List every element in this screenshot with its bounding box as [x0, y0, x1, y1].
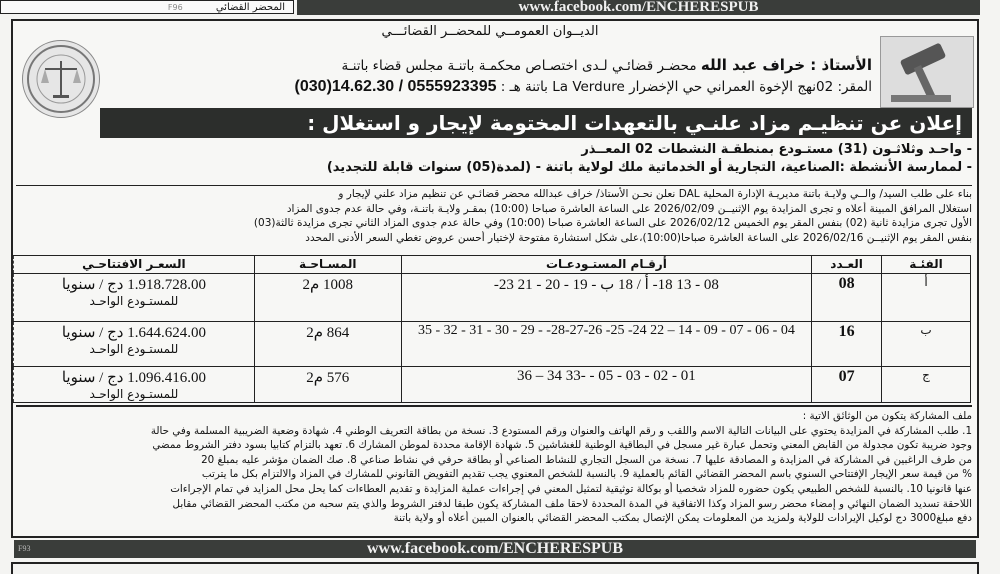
- category-cell: ج: [881, 366, 971, 403]
- bailiff-name: الأستاذ : خراف عبد الله: [700, 56, 872, 74]
- phone-numbers: (030)14.62.30 / 0555923395: [294, 78, 497, 95]
- count-cell: 08: [811, 273, 883, 322]
- documents-line: عنها قانونيا 10. بالنسبة للشخص الطبيعي ي…: [170, 482, 972, 495]
- price-note: للمستـودع الواحـد: [89, 294, 179, 308]
- header-category: الفئـة: [881, 255, 971, 274]
- bailiff-line: الأستاذ : خراف عبد الله محضـر قضائـي لـد…: [120, 56, 873, 74]
- office-name: الديــوان العمومــي للمحضــر القضائـــي: [381, 24, 599, 39]
- documents-line: دفع مبلغ3000 دج لوكيل الإيرادات للولاية …: [393, 512, 972, 525]
- bullet-2: - لممارسة الأنشطة :الصناعية، التجارية أو…: [326, 160, 972, 175]
- page-number: F96: [167, 3, 183, 12]
- intro-line: بناء على طلب السيد/ والــي ولايـة باتنة …: [338, 188, 972, 200]
- documents-line: 1. طلب المشاركة في المزايدة يحتوي على ال…: [150, 424, 972, 437]
- scales-of-justice-seal-icon: [22, 40, 100, 118]
- numbers-cell: 01 - 02 - 03 - 05 - -33 34 – 36: [400, 366, 813, 403]
- intro-line: الأول تجرى مزايدة ثانية (02) بنفس المقر …: [253, 217, 972, 229]
- price-cell: 1.096.416.00 دج / سنويا للمستـودع الواحـد: [13, 366, 255, 403]
- price: 1.644.624.00 دج / سنويا: [61, 325, 206, 341]
- facebook-banner-bottom: F93 www.facebook.com/ENCHERESPUB: [14, 540, 976, 558]
- area-cell: 864 م2: [253, 321, 402, 367]
- documents-line: من طرف الراغبين في المشاركة في المزايدة …: [201, 453, 972, 466]
- facebook-banner: www.facebook.com/ENCHERESPUB: [297, 0, 980, 15]
- warehouses-table: الفئـة العـدد أرقـام المستـودعـات المسـا…: [13, 255, 971, 403]
- documents-line: اللاحقة تسديد الضمان النهائي و إمضاء محض…: [172, 497, 972, 510]
- table-row: ج 07 01 - 02 - 03 - 05 - -33 34 – 36 576…: [13, 366, 971, 403]
- count-cell: 07: [811, 366, 883, 403]
- header-area: المسـاحـة: [253, 255, 402, 274]
- numbers-cell: 08 - 13 18- أ / 18 ب - 19 - 20 - 21 23-: [400, 273, 813, 322]
- intro-line: بنفس المقر يوم الإثنيــن 2026/02/16 على …: [305, 231, 972, 244]
- area-cell: 1008 م2: [253, 273, 402, 322]
- next-notice-frame: [11, 562, 979, 574]
- count-cell: 16: [811, 321, 883, 367]
- section-label: المحضر القضائي: [215, 2, 285, 13]
- section-label-box: المحضر القضائي F96: [0, 0, 294, 14]
- documents-line: % من قيمة سعر الإيجار الإفتتاحي السنوي ب…: [201, 468, 972, 481]
- required-documents: ملف المشاركة يتكون من الوثائق الاتية : 1…: [16, 405, 972, 526]
- notice-title: إعلان عن تنظيـم مزاد علنـي بالتعهدات الم…: [100, 108, 972, 138]
- footer-url: www.facebook.com/ENCHERESPUB: [366, 540, 623, 557]
- price-note: للمستـودع الواحـد: [89, 387, 179, 401]
- price: 1.096.416.00 دج / سنويا: [61, 370, 206, 386]
- table-row: ب 16 04 - 06 - 07 - 09 - 14 – 22 24- 25-…: [13, 321, 971, 367]
- price-cell: 1.644.624.00 دج / سنويا للمستـودع الواحـد: [13, 321, 255, 367]
- intro-line: استغلال المرافق المبينة أعلاه و تجرى الم…: [286, 202, 972, 215]
- area-cell: 576 م2: [253, 366, 402, 403]
- price: 1.918.728.00 دج / سنويا: [61, 277, 206, 293]
- table-header-row: الفئـة العـدد أرقـام المستـودعـات المسـا…: [13, 255, 971, 274]
- bailiff-description: محضـر قضائـي لـدى اختصـاص محكمـة باتنـة …: [341, 58, 697, 74]
- address: المقر: 02نهج الإخوة العمراني حي الإخضرار…: [500, 79, 872, 95]
- documents-heading: ملف المشاركة يتكون من الوثائق الاتية :: [802, 410, 972, 422]
- documents-line: وجود ضريبة تكون مجدولة من القابض المعني …: [152, 439, 972, 452]
- price-cell: 1.918.728.00 دج / سنويا للمستـودع الواحـد: [13, 273, 255, 322]
- table-row: أ 08 08 - 13 18- أ / 18 ب - 19 - 20 - 21…: [13, 273, 971, 322]
- header-numbers: أرقـام المستـودعـات: [400, 255, 813, 274]
- bullet-1: - واحـد وثلاثـون (31) مستـودع بمنطقـة ال…: [581, 142, 972, 157]
- gavel-icon: [880, 36, 974, 108]
- category-cell: أ: [881, 273, 971, 322]
- numbers-cell: 04 - 06 - 07 - 09 - 14 – 22 24- 25- 28-2…: [400, 321, 813, 367]
- intro-paragraph: بناء على طلب السيد/ والــي ولايـة باتنة …: [16, 185, 972, 245]
- footer-page-number: F93: [18, 544, 31, 553]
- address-line: المقر: 02نهج الإخوة العمراني حي الإخضرار…: [120, 78, 872, 96]
- header-price: السعـر الافتتاحـي: [13, 255, 255, 274]
- category-cell: ب: [881, 321, 971, 367]
- header-count: العـدد: [811, 255, 883, 274]
- price-note: للمستـودع الواحـد: [89, 342, 179, 356]
